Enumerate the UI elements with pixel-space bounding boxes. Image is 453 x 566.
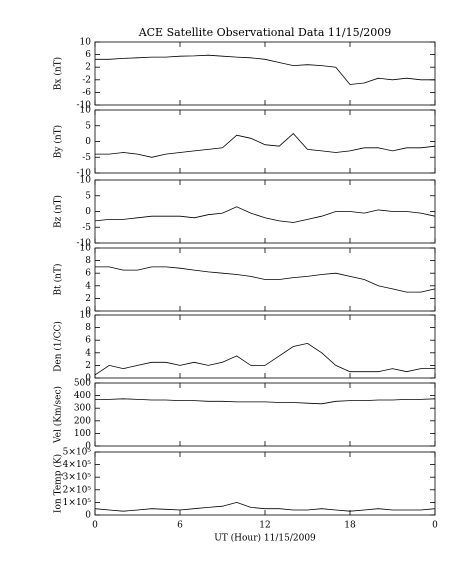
y-tick-label: 10 bbox=[80, 176, 92, 186]
y-axis-label: Bt (nT) bbox=[53, 264, 64, 296]
y-tick-label: -6 bbox=[82, 88, 91, 98]
y-tick-label: 4×10⁵ bbox=[63, 460, 92, 470]
data-line bbox=[94, 342, 435, 376]
panel-frame bbox=[94, 382, 436, 447]
data-line bbox=[95, 54, 435, 85]
y-tick-label: 5 bbox=[85, 191, 91, 201]
y-tick-label: 5×10⁵ bbox=[63, 448, 92, 458]
y-tick-label: 10 bbox=[80, 38, 92, 48]
data-line bbox=[95, 266, 436, 293]
y-tick-label: 6 bbox=[85, 336, 91, 346]
y-tick-label: -5 bbox=[82, 153, 91, 163]
x-tick-label: 0 bbox=[432, 521, 438, 531]
x-axis-label: UT (Hour) 11/15/2009 bbox=[214, 533, 316, 544]
y-axis-label: Vel (Km/sec) bbox=[53, 386, 64, 444]
panel-frame bbox=[94, 41, 436, 106]
panel-frame bbox=[94, 451, 436, 516]
panel-frame bbox=[94, 314, 436, 379]
y-tick-label: 10 bbox=[80, 106, 92, 116]
y-tick-label: 100 bbox=[74, 429, 91, 439]
y-tick-label: 3×10⁵ bbox=[63, 473, 92, 483]
y-tick-label: 2 bbox=[85, 63, 91, 73]
x-tick-label: 6 bbox=[177, 521, 183, 531]
y-tick-label: 400 bbox=[74, 391, 91, 401]
y-tick-label: 0 bbox=[85, 207, 91, 217]
y-tick-label: 8 bbox=[85, 323, 91, 333]
x-tick-label: 18 bbox=[344, 521, 356, 531]
y-tick-label: 0 bbox=[85, 137, 91, 147]
y-tick-label: 10 bbox=[80, 311, 92, 321]
y-tick-label: 10 bbox=[80, 244, 92, 254]
y-axis-label: Den (1/CC) bbox=[53, 321, 64, 372]
y-axis-label: Bz (nT) bbox=[53, 195, 64, 228]
y-tick-label: 6 bbox=[85, 50, 91, 60]
y-tick-label: -10 bbox=[77, 169, 92, 179]
y-tick-label: 2×10⁵ bbox=[63, 485, 92, 495]
y-tick-label: 0 bbox=[85, 374, 91, 384]
y-tick-label: 0 bbox=[85, 442, 91, 452]
data-line bbox=[95, 133, 436, 158]
y-tick-label: 0 bbox=[85, 307, 91, 317]
y-axis-label: Bx (nT) bbox=[53, 57, 64, 90]
x-tick-label: 0 bbox=[92, 521, 98, 531]
panel-frame bbox=[94, 179, 436, 244]
y-tick-label: 300 bbox=[74, 404, 91, 414]
y-tick-label: 8 bbox=[85, 256, 91, 266]
data-line bbox=[95, 398, 436, 405]
y-tick-label: 1×10⁵ bbox=[63, 498, 92, 508]
panel-frame bbox=[94, 109, 436, 174]
data-line bbox=[94, 501, 436, 512]
y-tick-label: -5 bbox=[82, 223, 91, 233]
y-axis-label: By (nT) bbox=[53, 125, 64, 158]
y-tick-label: 4 bbox=[85, 348, 91, 358]
y-tick-label: 6 bbox=[85, 269, 91, 279]
x-tick-label: 12 bbox=[259, 521, 270, 531]
data-line bbox=[94, 206, 436, 223]
y-tick-label: -10 bbox=[77, 101, 92, 111]
y-axis-label: Ion Temp (K) bbox=[53, 454, 64, 513]
chart-title: ACE Satellite Observational Data 11/15/2… bbox=[138, 26, 392, 39]
y-tick-label: 5 bbox=[85, 121, 91, 131]
y-tick-label: 2 bbox=[85, 361, 91, 371]
y-tick-label: 4 bbox=[85, 281, 91, 291]
y-tick-label: 200 bbox=[74, 416, 91, 426]
y-tick-label: -2 bbox=[82, 75, 91, 85]
y-tick-label: 2 bbox=[85, 294, 91, 304]
y-tick-label: 500 bbox=[74, 379, 91, 389]
y-tick-label: -10 bbox=[77, 239, 92, 249]
y-tick-label: 0 bbox=[85, 511, 91, 521]
